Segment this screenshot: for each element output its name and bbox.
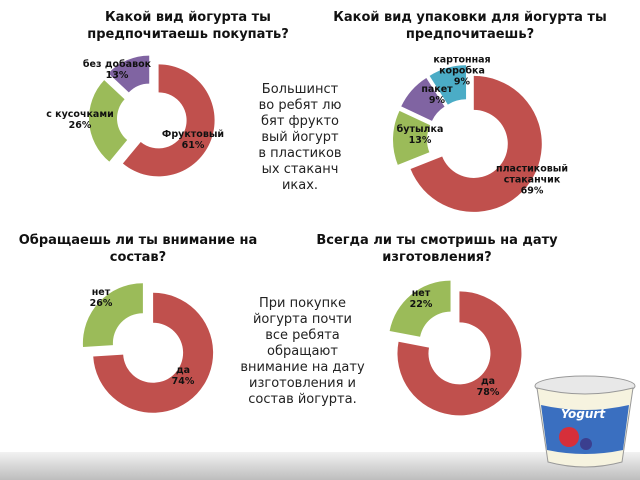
category-label: с кусочками [46,109,114,120]
chart-title: Какой вид йогурта ты предпочитаешь покуп… [87,10,289,42]
slice-label: пакет 9% [397,84,477,106]
pie-slice [393,110,431,165]
pie-slice [410,75,542,212]
category-label: нет [91,287,111,298]
chart-title: Всегда ли ты смотришь на дату изготовлен… [316,233,558,265]
slice-label: нет 26% [61,287,141,309]
footer-band [0,452,640,480]
cup-label: Yogurt [561,407,606,421]
pie-slice [93,292,214,413]
category-label: картонная коробка [433,54,491,77]
category-label: Фруктовый [161,129,225,140]
value-label: 61% [181,140,205,151]
slice-label: пластиковый стаканчик 69% [492,164,572,197]
value-label: 74% [171,376,195,387]
slice-label: с кусочками 26% [40,109,120,131]
value-label: 69% [520,185,544,197]
value-label: 26% [68,120,92,131]
summary-text: Большинство ребят любят фруктовый йогурт… [258,82,342,193]
slice-label: картонная коробка 9% [422,55,502,88]
value-label: 78% [476,387,500,398]
category-label: без добавок [82,59,152,70]
category-label: нет [411,288,431,299]
chart-title: Какой вид упаковки для йогурта ты предпо… [333,10,607,42]
value-label: 26% [89,298,113,309]
slice-label: да 78% [448,376,528,398]
value-label: 9% [453,76,471,88]
pie-slice [89,80,128,162]
category-label: бутылка [396,124,444,135]
pie-slice [389,280,451,337]
category-label: да [480,376,496,387]
pie-slice [82,283,143,347]
value-label: 13% [105,70,129,81]
category-label: пакет [421,84,453,95]
category-label: да [175,365,191,376]
slice-label: бутылка 13% [380,124,460,146]
summary-text: При покупке йогурта почти все ребята обр… [240,296,365,407]
slice-label: нет 22% [381,288,461,310]
category-label: пластиковый стаканчик [496,163,568,186]
value-label: 22% [409,299,433,310]
pie-slice [429,65,467,105]
chart-title: Обращаешь ли ты внимание на состав? [18,233,258,265]
value-label: 9% [428,95,446,106]
value-label: 13% [408,135,432,146]
slice-label: без добавок 13% [77,59,157,81]
pie-slice [108,55,150,93]
yogurt-cup: Yogurt [534,375,636,468]
pie-slice [122,64,215,177]
pie-slice [401,77,445,121]
slice-label: да 74% [143,365,223,387]
slice-label: Фруктовый 61% [153,129,233,151]
pie-slice [397,291,522,416]
